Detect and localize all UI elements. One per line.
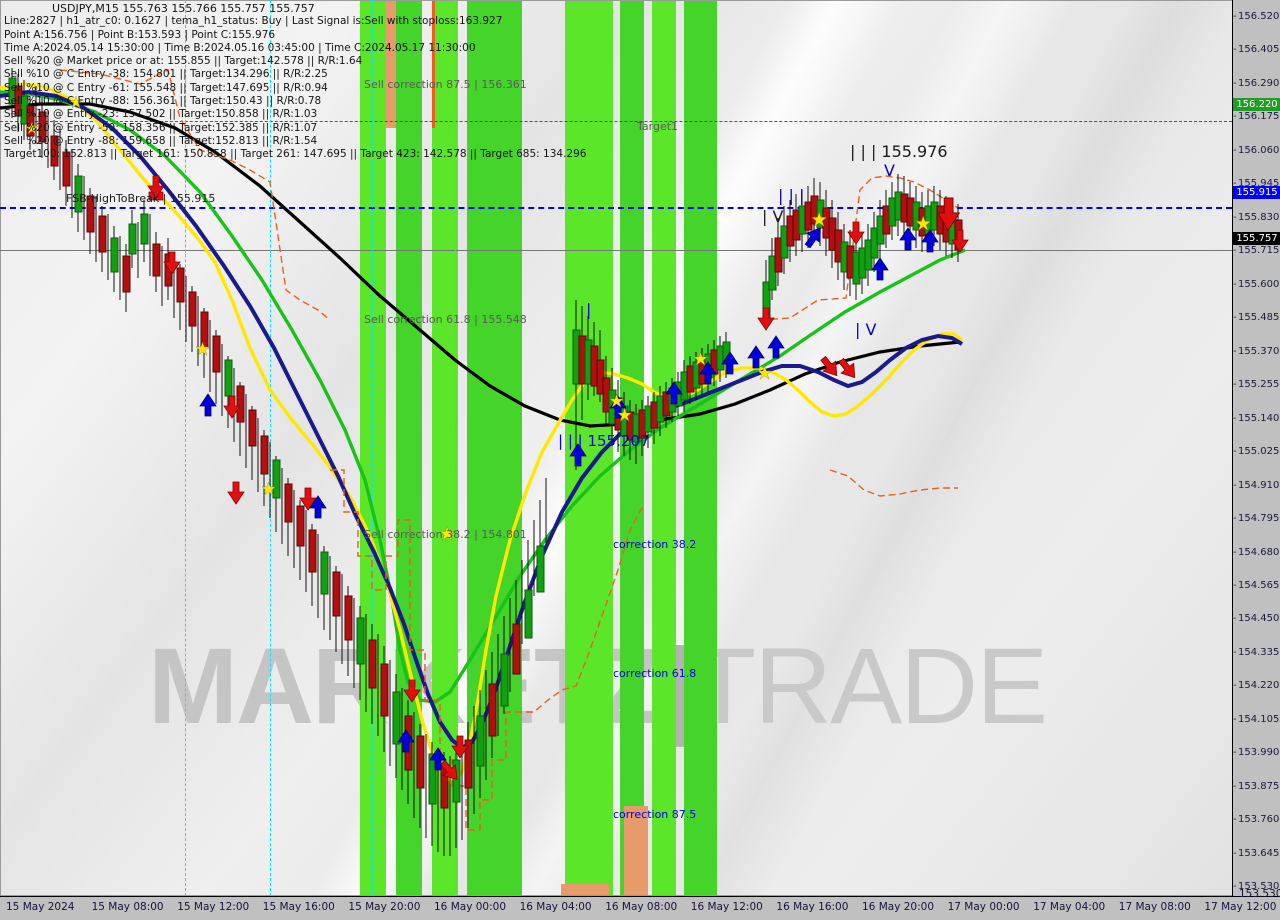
price-tick: -153.875 bbox=[1233, 780, 1280, 792]
price-tick: -156.060 bbox=[1233, 144, 1280, 156]
info-line: Sell %20 @ Market price or at: 155.855 |… bbox=[4, 55, 363, 68]
chart-info-panel: USDJPY,M15 155.763 155.766 155.757 155.7… bbox=[4, 2, 1104, 162]
price-tick: -154.220 bbox=[1233, 680, 1280, 692]
time-axis[interactable]: 15 May 2024 15 May 08:00 15 May 12:00 15 Ma… bbox=[0, 888, 1280, 920]
price-tick: -156.405 bbox=[1233, 44, 1280, 56]
price-box-blue: 155.915 bbox=[1233, 186, 1280, 200]
time-tick: 15 May 20:00 bbox=[348, 901, 421, 913]
price-tick: -155.830 bbox=[1233, 211, 1280, 223]
price-tick: -155.485 bbox=[1233, 312, 1280, 324]
price-tick: -153.990 bbox=[1233, 747, 1280, 759]
price-tick: -154.910 bbox=[1233, 479, 1280, 491]
annotation-sell-correction-618: Sell correction 61.8 | 155.548 bbox=[364, 313, 527, 326]
info-line: Sell %20 @ Entry -88: 159.658 || Target:… bbox=[4, 134, 318, 147]
price-box-green: 156.220 bbox=[1233, 97, 1280, 111]
price-tick: -154.335 bbox=[1233, 646, 1280, 658]
price-tick: -154.795 bbox=[1233, 513, 1280, 525]
info-line: Sell %10 @ C Entry -61: 155.548 || Targe… bbox=[4, 81, 328, 94]
time-tick: 15 May 08:00 bbox=[91, 901, 164, 913]
info-line: Sell %10 @ C Entry -88: 156.361 || Targe… bbox=[4, 95, 322, 108]
time-tick: 16 May 00:00 bbox=[434, 901, 507, 913]
axis-corner-price: 153.530 bbox=[1239, 888, 1280, 900]
chart-plot-area[interactable]: MARKETZ|TRADE bbox=[0, 0, 1232, 896]
time-tick: 17 May 12:00 bbox=[1204, 901, 1277, 913]
watermark-product: TRADE bbox=[690, 625, 1048, 746]
price-box-black: 155.757 bbox=[1233, 232, 1280, 246]
time-tick: 17 May 04:00 bbox=[1033, 901, 1106, 913]
info-line: Sell %10 @ C Entry -38: 154.801 || Targe… bbox=[4, 68, 328, 81]
price-tick: -155.255 bbox=[1233, 379, 1280, 391]
price-tick: -154.450 bbox=[1233, 613, 1280, 625]
info-line: Sell %20 @ Entry -50: 158.356 || Target:… bbox=[4, 121, 318, 134]
annotation-correction-382: correction 38.2 bbox=[613, 538, 697, 551]
price-tick: -156.520 bbox=[1233, 10, 1280, 22]
time-tick: 16 May 20:00 bbox=[862, 901, 935, 913]
price-tick: -155.715 bbox=[1233, 245, 1280, 257]
annotation-correction-875: correction 87.5 bbox=[613, 808, 697, 821]
annotation-sell-correction-382: Sell correction 38.2 | 154.801 bbox=[364, 528, 527, 541]
annotation-wave-iv: | V bbox=[762, 207, 784, 226]
price-scale[interactable]: -156.520 -156.405 -156.290 -156.175 -156.060… bbox=[1232, 0, 1280, 896]
session-band bbox=[432, 0, 435, 128]
annotation-correction-618: correction 61.8 bbox=[613, 667, 697, 680]
info-line: Target100: 152.813 || Target 161: 150.85… bbox=[4, 148, 587, 161]
info-line: Point A:156.756 | Point B:153.593 | Poin… bbox=[4, 28, 276, 41]
price-tick: -154.680 bbox=[1233, 546, 1280, 558]
annotation-fsb-high-to-break: FSB-HighToBreak | 155.915 bbox=[66, 192, 216, 205]
annotation-wave-iv-lower: | V bbox=[855, 320, 877, 339]
brand-watermark: MARKETZ|TRADE bbox=[148, 628, 1148, 744]
price-tick: -155.370 bbox=[1233, 345, 1280, 357]
price-tick: -155.025 bbox=[1233, 446, 1280, 458]
time-tick: 16 May 08:00 bbox=[605, 901, 678, 913]
time-tick: 15 May 2024 bbox=[6, 901, 75, 913]
time-tick: 16 May 04:00 bbox=[519, 901, 592, 913]
time-tick: 15 May 12:00 bbox=[177, 901, 250, 913]
annotation-wave-v: V bbox=[884, 161, 895, 180]
info-line: Time A:2024.05.14 15:30:00 | Time B:2024… bbox=[4, 41, 476, 54]
time-tick: 16 May 12:00 bbox=[690, 901, 763, 913]
session-band bbox=[386, 0, 396, 128]
info-line: Sell %10 @ Entry -23: 157.502 || Target:… bbox=[4, 108, 318, 121]
price-tick: -153.530 bbox=[1233, 881, 1280, 893]
price-tick: -155.140 bbox=[1233, 412, 1280, 424]
price-tick: -155.600 bbox=[1233, 278, 1280, 290]
price-tick: -154.105 bbox=[1233, 713, 1280, 725]
info-line: Line:2827 | h1_atr_c0: 0.1627 | tema_h1_… bbox=[4, 15, 503, 28]
time-tick: 15 May 16:00 bbox=[262, 901, 335, 913]
time-tick: 17 May 00:00 bbox=[947, 901, 1020, 913]
price-tick: -154.565 bbox=[1233, 579, 1280, 591]
price-tick: -153.645 bbox=[1233, 847, 1280, 859]
price-tick: -153.760 bbox=[1233, 814, 1280, 826]
annotation-wave-iii: | | | bbox=[778, 186, 805, 205]
price-tick: -156.290 bbox=[1233, 77, 1280, 89]
chart-title: USDJPY,M15 155.763 155.766 155.757 155.7… bbox=[52, 2, 315, 15]
price-tick: -155.945 bbox=[1233, 178, 1280, 190]
price-tick: -156.175 bbox=[1233, 111, 1280, 123]
time-tick: 17 May 08:00 bbox=[1118, 901, 1191, 913]
annotation-wave-low-label: | | | 155.207 bbox=[558, 432, 650, 450]
session-band bbox=[561, 884, 609, 896]
time-tick: 16 May 16:00 bbox=[776, 901, 849, 913]
annotation-wave-i: | bbox=[586, 300, 592, 319]
